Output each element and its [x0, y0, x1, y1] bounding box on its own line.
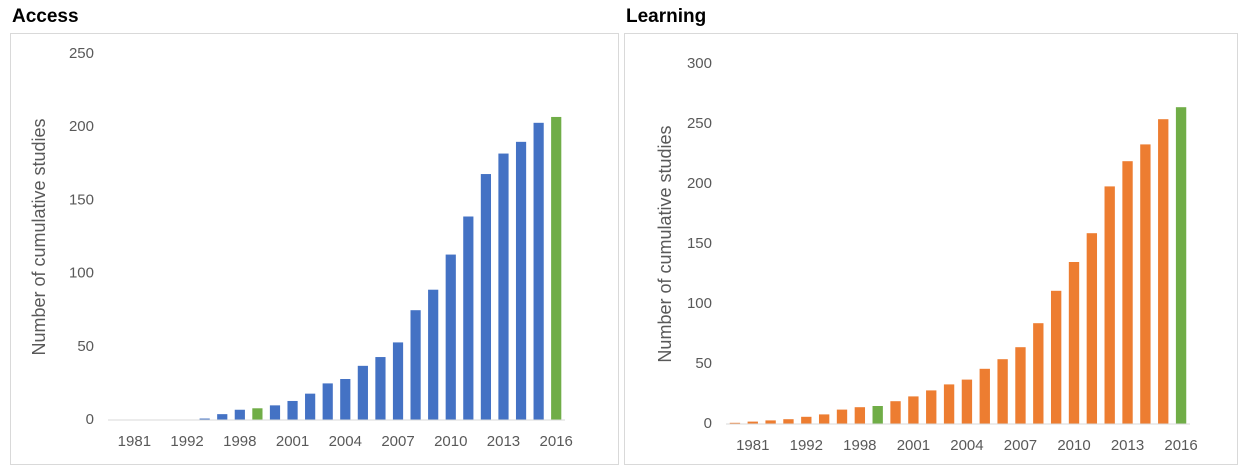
y-tick-label: 100 — [687, 295, 712, 312]
x-tick-label: 2013 — [487, 433, 520, 450]
y-tick-label: 200 — [69, 118, 94, 135]
bar — [252, 408, 263, 420]
bar — [463, 216, 474, 420]
bar — [1050, 290, 1062, 424]
bar — [1068, 262, 1080, 424]
x-tick-label: 1981 — [118, 433, 151, 450]
y-axis-label: Number of cumulative studies — [29, 118, 49, 355]
bar — [836, 409, 848, 424]
bar — [340, 379, 351, 420]
panel-frame — [10, 33, 619, 465]
x-tick-label: 1981 — [736, 437, 769, 454]
bar — [269, 405, 281, 420]
y-tick-label: 250 — [69, 45, 94, 62]
y-tick-label: 0 — [86, 411, 94, 428]
bar — [392, 342, 404, 420]
chart-title: Access — [12, 6, 79, 27]
x-tick-label: 2016 — [540, 433, 573, 450]
bar — [428, 289, 439, 420]
bar — [979, 368, 990, 424]
x-tick-label: 1998 — [843, 437, 876, 454]
bar — [854, 407, 866, 424]
bar — [1158, 119, 1169, 424]
y-tick-label: 250 — [687, 115, 712, 132]
y-tick-label: 50 — [695, 355, 712, 372]
x-tick-label: 2010 — [1057, 437, 1090, 454]
bar — [410, 310, 421, 420]
x-tick-label: 2010 — [434, 433, 467, 450]
chart-title: Learning — [626, 6, 706, 27]
panel-frame — [624, 33, 1238, 465]
bar — [765, 420, 776, 424]
bar — [783, 419, 794, 424]
x-tick-label: 2001 — [897, 437, 930, 454]
bar — [1015, 347, 1026, 424]
bar — [515, 141, 527, 420]
x-tick-label: 2007 — [1004, 437, 1037, 454]
y-tick-label: 300 — [687, 55, 712, 72]
bar — [533, 122, 544, 421]
bar — [234, 409, 245, 420]
bar — [1140, 144, 1151, 424]
bar — [445, 254, 456, 420]
bar — [498, 153, 509, 420]
y-tick-label: 200 — [687, 175, 712, 192]
x-tick-label: 2004 — [329, 433, 362, 450]
x-tick-label: 1992 — [790, 437, 823, 454]
bar — [943, 384, 955, 424]
bar — [1033, 323, 1044, 424]
bar — [801, 416, 812, 424]
bar — [287, 400, 298, 420]
bar — [217, 414, 228, 420]
x-tick-label: 1998 — [223, 433, 256, 450]
y-tick-label: 100 — [69, 265, 94, 282]
bar — [357, 365, 368, 420]
bar — [872, 406, 883, 424]
x-tick-label: 1992 — [170, 433, 203, 450]
y-tick-label: 0 — [704, 415, 712, 432]
bar — [961, 379, 973, 424]
bar — [908, 396, 919, 424]
x-tick-label: 2001 — [276, 433, 309, 450]
bar — [199, 418, 210, 420]
bar — [818, 414, 830, 424]
bar — [997, 359, 1008, 424]
x-tick-label: 2004 — [950, 437, 983, 454]
bar — [729, 422, 741, 424]
x-tick-label: 2016 — [1164, 437, 1197, 454]
bar — [480, 174, 492, 420]
y-axis-label: Number of cumulative studies — [655, 125, 675, 362]
bar — [551, 116, 562, 421]
bar — [747, 421, 758, 424]
bar — [1104, 186, 1115, 424]
bar — [1122, 161, 1133, 424]
bar — [926, 390, 937, 424]
bar — [1086, 233, 1098, 424]
bar — [890, 401, 901, 424]
bar — [305, 393, 316, 420]
y-tick-label: 150 — [687, 235, 712, 252]
x-tick-label: 2007 — [381, 433, 414, 450]
bar — [1175, 107, 1187, 424]
bar — [322, 383, 333, 420]
x-tick-label: 2013 — [1111, 437, 1144, 454]
y-tick-label: 150 — [69, 191, 94, 208]
bar — [375, 357, 386, 420]
y-tick-label: 50 — [77, 338, 94, 355]
